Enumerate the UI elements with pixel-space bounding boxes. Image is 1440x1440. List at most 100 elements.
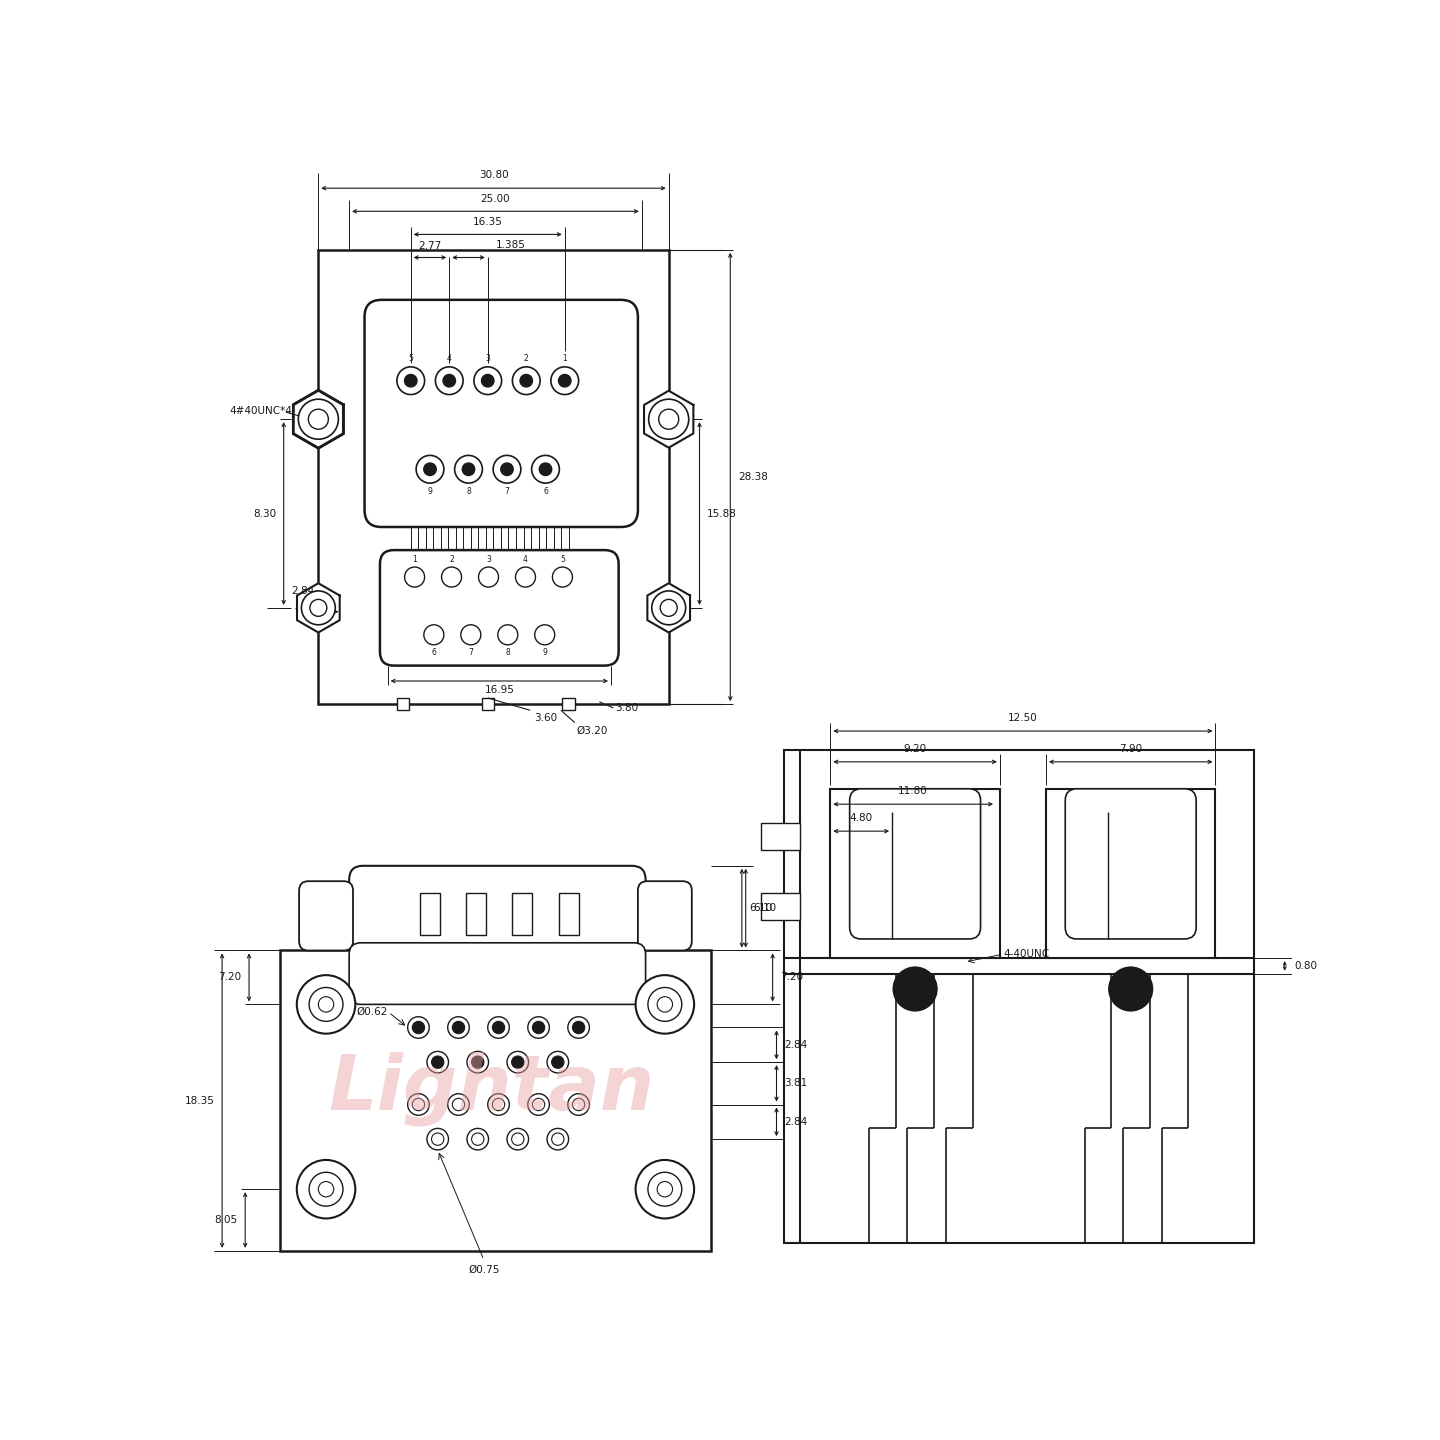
Circle shape [492, 1099, 504, 1110]
Bar [792, 773, 1045, 1012]
Bar [563, 698, 575, 710]
Circle shape [547, 1051, 569, 1073]
Circle shape [408, 1094, 429, 1115]
Circle shape [1109, 968, 1152, 1011]
Text: 2.84: 2.84 [291, 586, 314, 596]
Circle shape [310, 410, 327, 429]
Circle shape [648, 399, 688, 439]
Circle shape [301, 590, 336, 625]
Polygon shape [294, 390, 343, 448]
Circle shape [513, 367, 540, 395]
Text: 0.80: 0.80 [1295, 960, 1318, 971]
Circle shape [297, 1161, 356, 1218]
Circle shape [547, 1129, 569, 1151]
Circle shape [297, 975, 356, 1034]
Text: 6: 6 [432, 648, 436, 657]
Circle shape [426, 1129, 448, 1151]
Circle shape [528, 1094, 549, 1115]
Circle shape [539, 464, 552, 475]
Circle shape [658, 409, 678, 429]
Text: 3.60: 3.60 [534, 713, 557, 723]
FancyBboxPatch shape [364, 300, 638, 527]
Circle shape [511, 1133, 524, 1145]
Circle shape [397, 367, 425, 395]
Circle shape [534, 625, 554, 645]
Circle shape [461, 625, 481, 645]
Circle shape [488, 1017, 510, 1038]
Circle shape [318, 1181, 334, 1197]
Text: 5: 5 [409, 354, 413, 363]
Circle shape [408, 1017, 429, 1038]
Circle shape [552, 1133, 564, 1145]
Bar [397, 698, 409, 710]
Circle shape [474, 367, 501, 395]
FancyBboxPatch shape [348, 943, 645, 1005]
Text: 8: 8 [505, 648, 510, 657]
Text: 16.35: 16.35 [472, 216, 503, 226]
Text: 7.90: 7.90 [1119, 744, 1142, 755]
Circle shape [552, 367, 579, 395]
Circle shape [452, 1099, 465, 1110]
Circle shape [423, 464, 436, 475]
Text: 30.80: 30.80 [478, 170, 508, 180]
Bar [762, 893, 799, 920]
Bar [559, 893, 579, 935]
Text: 7: 7 [504, 487, 510, 495]
Circle shape [467, 1051, 488, 1073]
Text: 4: 4 [523, 554, 528, 564]
Circle shape [318, 996, 334, 1012]
Circle shape [498, 625, 518, 645]
Text: 3.81: 3.81 [785, 1079, 808, 1089]
Text: 7.20: 7.20 [780, 972, 804, 982]
Circle shape [559, 374, 572, 387]
Circle shape [300, 400, 337, 438]
FancyBboxPatch shape [850, 789, 981, 939]
Text: 3.80: 3.80 [615, 703, 638, 713]
Text: 2.84: 2.84 [785, 1117, 808, 1128]
Circle shape [516, 567, 536, 588]
Bar [467, 893, 487, 935]
Circle shape [405, 374, 418, 387]
Text: 4#40UNC*4: 4#40UNC*4 [230, 406, 292, 416]
Text: 2.77: 2.77 [419, 242, 442, 252]
Text: Ø0.62: Ø0.62 [356, 1007, 387, 1017]
Circle shape [652, 590, 685, 625]
Text: 4.80: 4.80 [850, 814, 873, 824]
Text: 6.10: 6.10 [750, 903, 773, 913]
Text: 2: 2 [449, 554, 454, 564]
FancyBboxPatch shape [1066, 789, 1197, 939]
Text: Lightan: Lightan [328, 1051, 655, 1126]
Text: 25.00: 25.00 [481, 193, 510, 203]
Text: 9.20: 9.20 [903, 744, 927, 755]
Circle shape [481, 374, 494, 387]
Circle shape [310, 1172, 343, 1207]
Circle shape [894, 968, 936, 1011]
Circle shape [567, 1017, 589, 1038]
Polygon shape [648, 583, 690, 632]
Circle shape [553, 567, 573, 588]
Circle shape [657, 996, 672, 1012]
Bar [318, 249, 668, 704]
Circle shape [405, 567, 425, 588]
Text: 8.30: 8.30 [253, 508, 276, 518]
Circle shape [412, 1021, 425, 1034]
Bar [831, 789, 999, 958]
FancyBboxPatch shape [638, 881, 691, 950]
Circle shape [492, 455, 521, 482]
Circle shape [471, 1133, 484, 1145]
Circle shape [423, 625, 444, 645]
Text: 11.80: 11.80 [899, 786, 927, 796]
Circle shape [426, 1051, 448, 1073]
Polygon shape [292, 390, 344, 448]
Circle shape [467, 1129, 488, 1151]
Circle shape [448, 1017, 469, 1038]
Circle shape [435, 367, 464, 395]
FancyBboxPatch shape [380, 550, 619, 665]
Text: 8: 8 [467, 487, 471, 495]
Text: 2: 2 [524, 354, 528, 363]
Text: 6.10: 6.10 [753, 903, 776, 913]
Text: 16.95: 16.95 [484, 685, 514, 696]
Circle shape [533, 1099, 544, 1110]
Text: 15.88: 15.88 [707, 508, 737, 518]
Text: 1.385: 1.385 [495, 240, 526, 249]
